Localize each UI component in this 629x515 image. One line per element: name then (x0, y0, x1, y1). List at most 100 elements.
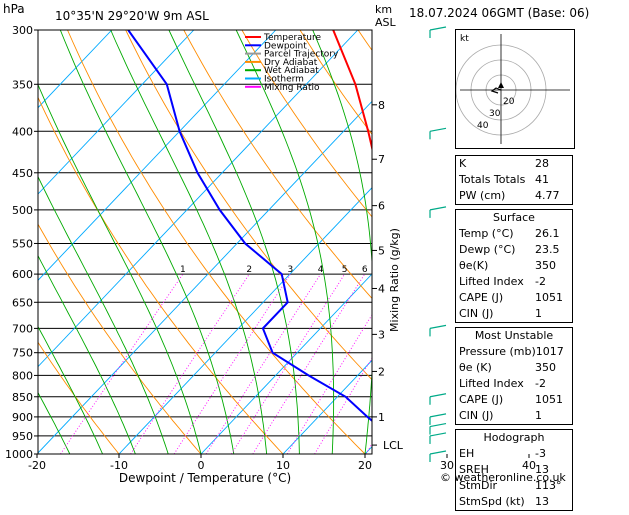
surface-label: Lifted Index (459, 275, 524, 288)
storm-motion-marker (498, 82, 504, 88)
index-value: 28 (535, 157, 549, 170)
surface-value: -2 (535, 275, 546, 288)
dry-adiabat-line (67, 30, 366, 454)
most-unstable-value: 1 (535, 409, 542, 422)
legend-entry: Dewpoint (264, 41, 307, 51)
wet-adiabat-line (38, 83, 202, 454)
legend-entry: Dry Adiabat (264, 58, 318, 68)
hodograph-label: EH (459, 447, 475, 460)
mixing-ratio-line (60, 273, 184, 454)
wind-barb-flag (429, 127, 447, 132)
surface-value: 23.5 (535, 243, 560, 256)
most-unstable-label: CIN (J) (459, 409, 494, 422)
mixing-ratio-axis-label: Mixing Ratio (g/kg) (388, 228, 401, 332)
mixing-ratio-label: 6 (362, 265, 368, 275)
temperature-tick-label: 40 (522, 459, 536, 472)
height-tick-label: 3 (378, 328, 385, 341)
wind-barb-flag (429, 432, 447, 437)
x-axis-label: Dewpoint / Temperature (°C) (119, 471, 291, 485)
pressure-tick-label: 800 (12, 369, 33, 382)
legend-entry: Mixing Ratio (264, 83, 320, 93)
most-unstable-value: -2 (535, 377, 546, 390)
wind-barb-flag (429, 422, 447, 428)
mixing-ratio-line (173, 273, 291, 454)
most-unstable-label: Pressure (mb) (459, 345, 536, 358)
wet-adiabat-line (38, 254, 136, 454)
most-unstable-label: Lifted Index (459, 377, 524, 390)
mixing-ratio-label: 10 (417, 265, 429, 275)
hodograph-ring-label: 40 (477, 121, 489, 131)
mixing-ratio-label: 1 (180, 265, 186, 275)
surface-label: CAPE (J) (459, 291, 504, 304)
height-tick-label: 6 (378, 200, 385, 213)
most-unstable-row: CAPE (J) 1051 (456, 392, 572, 408)
hodograph-value: 13 (535, 463, 549, 476)
wet-adiabat-line (312, 30, 372, 454)
dewpoint-line (127, 30, 372, 422)
skewt-axes: 3003504004505005506006507007508008509009… (5, 24, 536, 472)
index-value: 4.77 (535, 189, 560, 202)
temperature-tick-label: -10 (110, 459, 128, 472)
temperature-tick-label: 20 (358, 459, 372, 472)
wet-adiabat-line (235, 30, 335, 454)
height-tick-label: 5 (378, 244, 385, 257)
legend-entry: Isotherm (264, 75, 304, 85)
hodograph-row: EH -3 (456, 446, 572, 462)
most-unstable-value: 1051 (535, 393, 563, 406)
dry-adiabat-line (38, 96, 284, 454)
location-title: 10°35'N 29°20'W 9m ASL (55, 9, 209, 23)
isotherm-line (38, 30, 359, 368)
legend-entry: Wet Adiabat (264, 66, 319, 76)
pressure-tick-label: 900 (12, 411, 33, 424)
isotherm-line (118, 187, 372, 454)
pressure-tick-label: 350 (12, 78, 33, 91)
wind-barb-flag (429, 324, 447, 329)
dry-adiabat-line (591, 30, 629, 454)
isotherm-line (38, 30, 277, 281)
skewt-curves: 1 2 3 4 5 6 8 10 15 20 25 (127, 30, 429, 422)
skewt-diagram: 1 2 3 4 5 6 8 10 15 20 25 300350400450500550600650… (3, 2, 629, 485)
wet-adiabat-line (168, 30, 300, 454)
wet-adiabat-line (59, 30, 235, 454)
surface-row: CAPE (J) 1051 (456, 290, 572, 306)
height-tick-label: 1 (378, 411, 385, 424)
hodograph-trace (490, 87, 502, 94)
hodograph-row: StmSpd (kt) 13 (456, 494, 572, 510)
most-unstable-row: Pressure (mb) 1017 (456, 344, 572, 360)
index-value: 41 (535, 173, 549, 186)
wind-barb-flag (429, 450, 447, 455)
wind-barb-flag (429, 206, 447, 211)
most-unstable-value: 1017 (535, 345, 564, 358)
pressure-tick-label: 750 (12, 347, 33, 360)
hodograph-row: SREH 13 (456, 462, 572, 478)
surface-label: Temp (°C) (459, 227, 514, 240)
hodograph-label: StmSpd (kt) (459, 495, 525, 508)
height-tick-label: 2 (378, 365, 385, 378)
pressure-tick-label: 450 (12, 167, 33, 180)
wet-adiabat-line (110, 30, 268, 454)
legend-entry: Temperature (263, 33, 321, 43)
hodograph-panel: kt 20 30 40 (455, 29, 575, 149)
mixing-ratio-line (130, 273, 250, 454)
mixing-ratio-line (314, 357, 372, 454)
stability-indices-panel: K 28 Totals Totals 41 PW (cm) 4.77 Surface Te… (455, 155, 573, 515)
surface-label: Dewp (°C) (459, 243, 516, 256)
km-unit-label: km (375, 3, 392, 16)
mixing-ratio-label: 2 (246, 265, 252, 275)
asl-unit-label: ASL (375, 16, 397, 29)
surface-row: Dewp (°C) 23.5 (456, 242, 572, 258)
index-row: Totals Totals 41 (456, 172, 572, 188)
wind-barb-flag (429, 413, 447, 418)
most-unstable-value: 350 (535, 361, 556, 374)
hodograph-label: SREH (459, 463, 489, 476)
index-label: Totals Totals (459, 173, 526, 186)
surface-row: Lifted Index -2 (456, 274, 572, 290)
surface-value: 350 (535, 259, 556, 272)
pressure-tick-label: 600 (12, 268, 33, 281)
temperature-tick-label: -20 (28, 459, 46, 472)
mixing-ratio-label: 5 (342, 265, 348, 275)
surface-label: CIN (J) (459, 307, 494, 320)
isotherm-line (38, 30, 195, 195)
most-unstable-title: Most Unstable (474, 329, 554, 342)
index-label: PW (cm) (459, 189, 506, 202)
